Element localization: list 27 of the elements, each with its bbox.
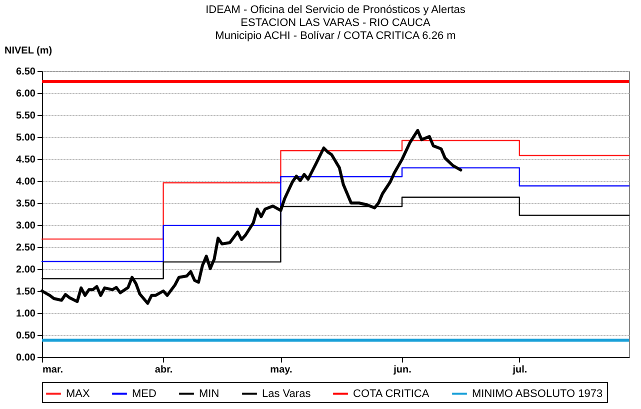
y-tick-label: 5.00	[16, 132, 36, 144]
y-tick-label: 6.50	[16, 66, 36, 78]
y-tick-label: 6.00	[16, 88, 36, 100]
legend-label: Las Varas	[262, 388, 312, 400]
chart-title: IDEAM - Oficina del Servicio de Pronósticos y Alertas ESTACION LAS VARAS - RIO CAUCA Municipio ACHI - Bolívar / COTA CRITICA 6.26 m	[206, 4, 466, 42]
legend-label: MED	[132, 388, 156, 400]
legend-label: MAX	[66, 388, 90, 400]
y-axis-title: NIVEL (m)	[4, 46, 52, 56]
x-tick-label: may.	[270, 364, 292, 376]
y-tick-label: 0.50	[16, 330, 36, 342]
y-tick-label: 0.00	[16, 352, 36, 364]
x-tick-label: mar.	[42, 364, 64, 376]
y-tick-label: 3.50	[16, 198, 36, 210]
y-tick-label: 5.50	[16, 110, 36, 122]
y-tick-label: 3.00	[16, 220, 36, 232]
x-tick-label: abr.	[154, 364, 173, 376]
x-tick-label: jun.	[392, 364, 412, 376]
y-tick-label: 1.00	[16, 308, 36, 320]
legend-label: MIN	[199, 388, 220, 400]
legend-label: COTA CRITICA	[353, 388, 430, 400]
y-tick-label: 1.50	[16, 286, 36, 298]
y-tick-label: 4.50	[16, 154, 36, 166]
y-tick-label: 2.50	[16, 242, 36, 254]
y-tick-label: 4.00	[16, 176, 36, 188]
y-tick-label: 2.00	[16, 264, 36, 276]
x-tick-label: jul.	[512, 364, 528, 376]
legend-label: MINIMO ABSOLUTO 1973	[472, 388, 603, 400]
